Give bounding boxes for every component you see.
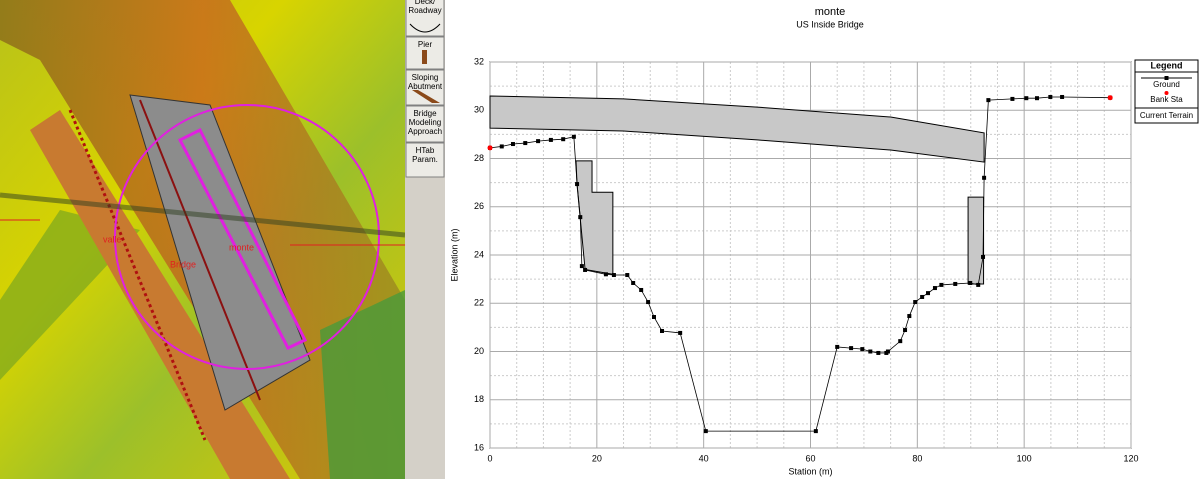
ground-point [1048,95,1052,99]
x-tick-label: 100 [1017,453,1032,463]
ground-point [561,137,565,141]
ground-point [1035,96,1039,100]
ground-point [580,264,584,268]
y-tick-label: 28 [474,153,484,163]
map-label: valle [103,234,122,244]
x-tick-label: 60 [805,453,815,463]
ground-point [926,291,930,295]
ground-point [913,300,917,304]
ground-point [652,315,656,319]
x-tick-label: 40 [699,453,709,463]
abutment [968,197,983,284]
button-label: Approach [408,127,442,136]
screen: valle Bridge monte Deck/Roadway Pier Slopi… [0,0,1200,479]
ground-point [876,351,880,355]
y-tick-label: 24 [474,249,484,259]
chart-subtitle: US Inside Bridge [796,19,864,29]
x-tick-label: 20 [592,453,602,463]
ground-point [907,314,911,318]
y-tick-label: 32 [474,56,484,66]
y-tick-label: 22 [474,298,484,308]
ground-point [625,273,629,277]
ground-point [886,350,890,354]
x-tick-label: 80 [912,453,922,463]
button-label: Modeling [409,118,441,127]
ground-point [860,347,864,351]
ground-point [631,281,635,285]
ground-point [604,272,608,276]
ground-point [578,215,582,219]
legend-label: Bank Sta [1150,95,1183,104]
y-tick-label: 16 [474,442,484,452]
button-label: Sloping [412,73,439,82]
button-label: Roadway [408,6,441,15]
map-label: Bridge [170,259,196,269]
ground-point [660,329,664,333]
ground-point [500,144,504,148]
ground-point [953,282,957,286]
ground-point [933,286,937,290]
map: valle Bridge monte [0,0,405,479]
x-tick-label: 120 [1123,453,1138,463]
ground-point [981,255,985,259]
y-axis-label: Elevation (m) [449,228,459,281]
ground-point [968,281,972,285]
ground-point [1060,95,1064,99]
ground-point [982,176,986,180]
ground-point [575,182,579,186]
bank-station [488,145,493,150]
ground-point [920,295,924,299]
button-icon [422,50,427,64]
ground-point [898,339,902,343]
ground-point [583,268,587,272]
map-label: monte [229,242,254,252]
ground-point [1024,96,1028,100]
x-tick-label: 0 [487,453,492,463]
button-label: HTab [416,146,435,155]
y-tick-label: 26 [474,201,484,211]
page: valle Bridge monte Deck/Roadway Pier Slopi… [0,0,1200,479]
y-tick-label: 18 [474,394,484,404]
toolbar-button[interactable]: Pier [406,37,444,69]
ground-point [868,350,872,354]
ground-point [612,273,616,277]
ground-point [549,138,553,142]
ground-point [814,429,818,433]
toolbar-button[interactable]: Deck/Roadway [406,0,444,36]
ground-point [639,288,643,292]
ground-point [939,283,943,287]
button-label: Abutment [408,82,443,91]
legend-label: Ground [1153,80,1180,89]
x-axis-label: Station (m) [788,466,832,476]
ground-point [572,135,576,139]
legend-label: Current Terrain [1140,111,1193,120]
ground-point [678,331,682,335]
y-tick-label: 20 [474,346,484,356]
bank-station [1108,95,1113,100]
legend-title: Legend [1150,60,1182,70]
ground-point [976,283,980,287]
button-label: Param. [412,155,438,164]
ground-point [704,429,708,433]
ground-point [511,142,515,146]
ground-point [903,328,907,332]
ground-point [523,141,527,145]
button-label: Pier [418,40,433,49]
ground-point [835,345,839,349]
ground-point [986,98,990,102]
ground-point [646,300,650,304]
y-tick-label: 30 [474,105,484,115]
ground-point [536,139,540,143]
button-label: Bridge [413,109,437,118]
ground-point [849,346,853,350]
toolbar-buttons: Deck/RoadwayPierSlopingAbutmentBridgeMod… [406,0,444,177]
ground-point [1010,97,1014,101]
chart-title: monte [815,6,846,18]
